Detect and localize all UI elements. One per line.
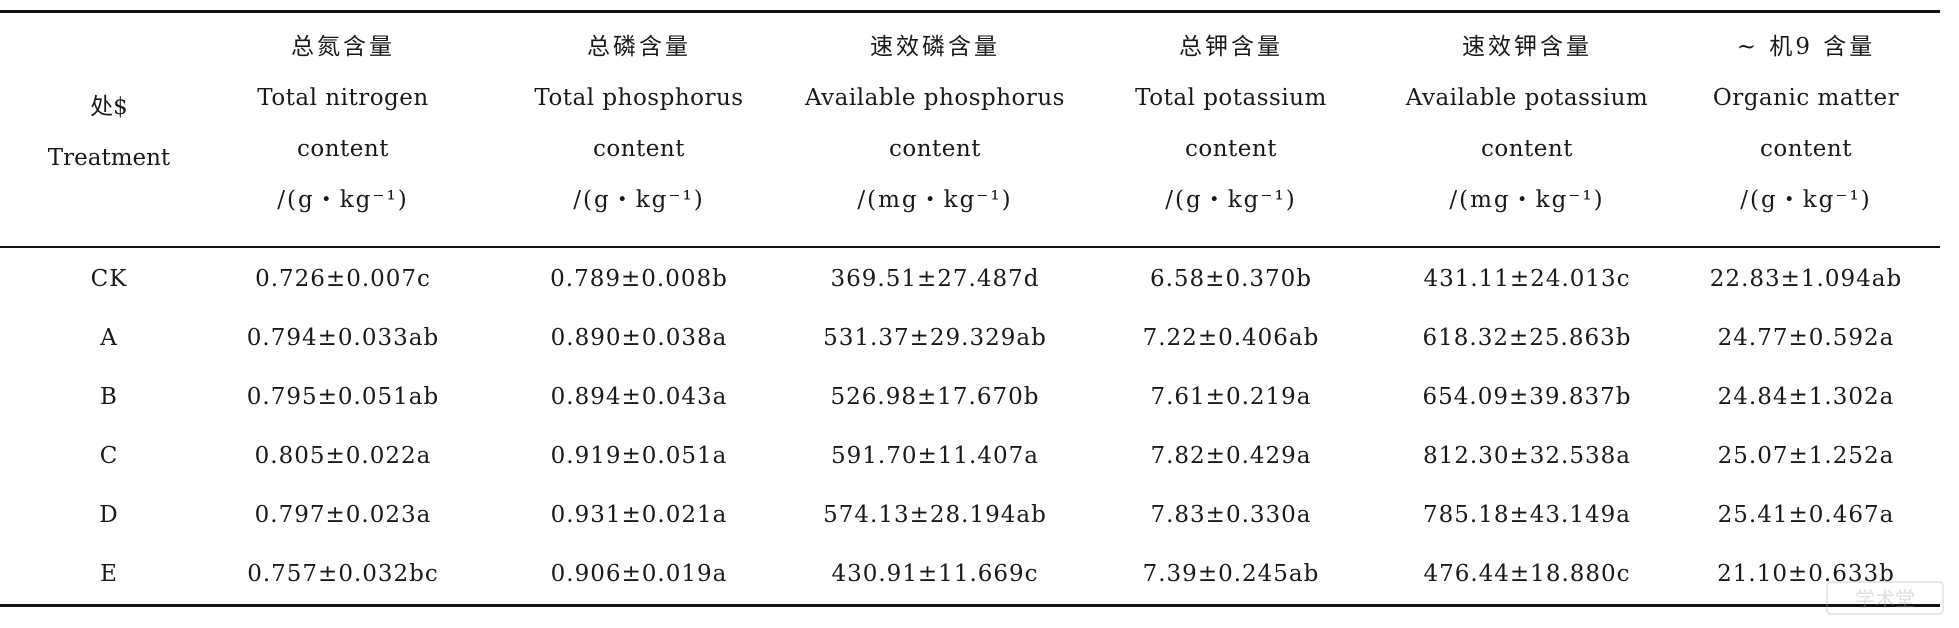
table-cell: 591.70±11.407a — [831, 443, 1039, 469]
column-header-total-potassium: 总钾含量 Total potassium content /(g・kg⁻¹) — [1083, 22, 1379, 226]
table-cell: 0.794±0.033ab — [246, 325, 440, 351]
table-cell: 0.795±0.051ab — [246, 384, 440, 410]
table-cell: 431.11±24.013c — [1423, 266, 1631, 292]
column-header-unit: /(mg・kg⁻¹) — [857, 187, 1013, 213]
table-cell: 618.32±25.863b — [1422, 325, 1632, 351]
bottom-rule — [0, 604, 1940, 607]
column-header-unit: /(g・kg⁻¹) — [1740, 187, 1872, 213]
column-header-en-line2: content — [593, 136, 685, 162]
table-cell: 7.82±0.429a — [1150, 443, 1312, 469]
treatment-cell: A — [100, 325, 118, 351]
treatment-cell: B — [100, 384, 118, 410]
table-cell: 22.83±1.094ab — [1709, 266, 1903, 292]
column-header-total-phosphorus: 总磷含量 Total phosphorus content /(g・kg⁻¹) — [491, 22, 787, 226]
column-header-en-line2: content — [889, 136, 981, 162]
column-header-unit: /(g・kg⁻¹) — [1165, 187, 1297, 213]
table-cell: 24.84±1.302a — [1717, 384, 1895, 410]
table-row: E 0.757±0.032bc 0.906±0.019a 430.91±11.6… — [0, 545, 1940, 604]
column-header-en-line2: content — [297, 136, 389, 162]
table-cell: 531.37±29.329ab — [823, 325, 1047, 351]
svg-text:学术堂: 学术堂 — [1855, 587, 1915, 611]
table-cell: 369.51±27.487d — [830, 266, 1040, 292]
table-cell: 526.98±17.670b — [830, 384, 1040, 410]
treatment-cell: CK — [90, 266, 128, 292]
table-cell: 654.09±39.837b — [1422, 384, 1632, 410]
table-cell: 812.30±32.538a — [1423, 443, 1631, 469]
table-cell: 0.890±0.038a — [550, 325, 728, 351]
table-cell: 0.789±0.008b — [550, 266, 728, 292]
table-cell: 24.77±0.592a — [1717, 325, 1895, 351]
table-cell: 25.07±1.252a — [1717, 443, 1895, 469]
table-cell: 574.13±28.194ab — [823, 502, 1047, 528]
column-header-en-line2: content — [1185, 136, 1277, 162]
column-header-unit: /(g・kg⁻¹) — [277, 187, 409, 213]
treatment-header: 处$ Treatment — [20, 82, 198, 184]
column-header-zh: 速效磷含量 — [870, 34, 1000, 60]
column-header-unit: /(g・kg⁻¹) — [573, 187, 705, 213]
treatment-cell: D — [99, 502, 119, 528]
table-cell: 430.91±11.669c — [831, 561, 1039, 587]
column-header-en: Available potassium — [1405, 85, 1649, 111]
table-row: B 0.795±0.051ab 0.894±0.043a 526.98±17.6… — [0, 368, 1940, 427]
column-header-zh: 速效钾含量 — [1462, 34, 1592, 60]
column-header-en: Organic matter — [1712, 85, 1900, 111]
table-cell: 0.805±0.022a — [254, 443, 432, 469]
treatment-header-zh: 处$ — [90, 94, 128, 120]
column-header-zh: 总磷含量 — [587, 34, 691, 60]
header-rule — [0, 246, 1940, 248]
treatment-cell: C — [99, 443, 119, 469]
table-cell: 0.797±0.023a — [254, 502, 432, 528]
top-rule — [0, 10, 1940, 13]
table-cell: 7.39±0.245ab — [1142, 561, 1320, 587]
table-cell: 7.22±0.406ab — [1142, 325, 1320, 351]
treatment-cell: E — [100, 561, 118, 587]
column-header-en: Available phosphorus — [805, 85, 1065, 111]
table-cell: 0.894±0.043a — [550, 384, 728, 410]
column-header-total-nitrogen: 总氮含量 Total nitrogen content /(g・kg⁻¹) — [195, 22, 491, 226]
table-cell: 25.41±0.467a — [1717, 502, 1895, 528]
table-cell: 7.61±0.219a — [1150, 384, 1312, 410]
column-header-en-line2: content — [1481, 136, 1573, 162]
table-cell: 785.18±43.149a — [1423, 502, 1631, 528]
table-row: CK 0.726±0.007c 0.789±0.008b 369.51±27.4… — [0, 250, 1940, 309]
table-row: A 0.794±0.033ab 0.890±0.038a 531.37±29.3… — [0, 309, 1940, 368]
column-header-en: Total nitrogen — [257, 85, 429, 111]
column-header-zh: 总钾含量 — [1179, 34, 1283, 60]
treatment-header-en: Treatment — [47, 145, 171, 171]
table-row: C 0.805±0.022a 0.919±0.051a 591.70±11.40… — [0, 427, 1940, 486]
column-header-en: Total phosphorus — [534, 85, 744, 111]
table-cell: 0.726±0.007c — [255, 266, 431, 292]
column-header-available-potassium: 速效钾含量 Available potassium content /(mg・k… — [1379, 22, 1675, 226]
column-header-available-phosphorus: 速效磷含量 Available phosphorus content /(mg・… — [787, 22, 1083, 226]
watermark-logo: 学术堂 — [1826, 581, 1944, 615]
column-header-unit: /(mg・kg⁻¹) — [1449, 187, 1605, 213]
column-header-zh: ~ 机9 含量 — [1736, 34, 1876, 60]
table-cell: 476.44±18.880c — [1423, 561, 1631, 587]
column-header-organic-matter: ~ 机9 含量 Organic matter content /(g・kg⁻¹) — [1675, 22, 1937, 226]
table-cell: 6.58±0.370b — [1149, 266, 1313, 292]
table-cell: 0.757±0.032bc — [247, 561, 439, 587]
column-header-zh: 总氮含量 — [291, 34, 395, 60]
column-header-en-line2: content — [1760, 136, 1852, 162]
table-cell: 0.919±0.051a — [550, 443, 728, 469]
table-cell: 7.83±0.330a — [1150, 502, 1312, 528]
column-header-en: Total potassium — [1135, 85, 1327, 111]
table-row: D 0.797±0.023a 0.931±0.021a 574.13±28.19… — [0, 486, 1940, 545]
table-cell: 0.931±0.021a — [550, 502, 728, 528]
table-cell: 21.10±0.633b — [1717, 561, 1895, 587]
table-cell: 0.906±0.019a — [550, 561, 728, 587]
